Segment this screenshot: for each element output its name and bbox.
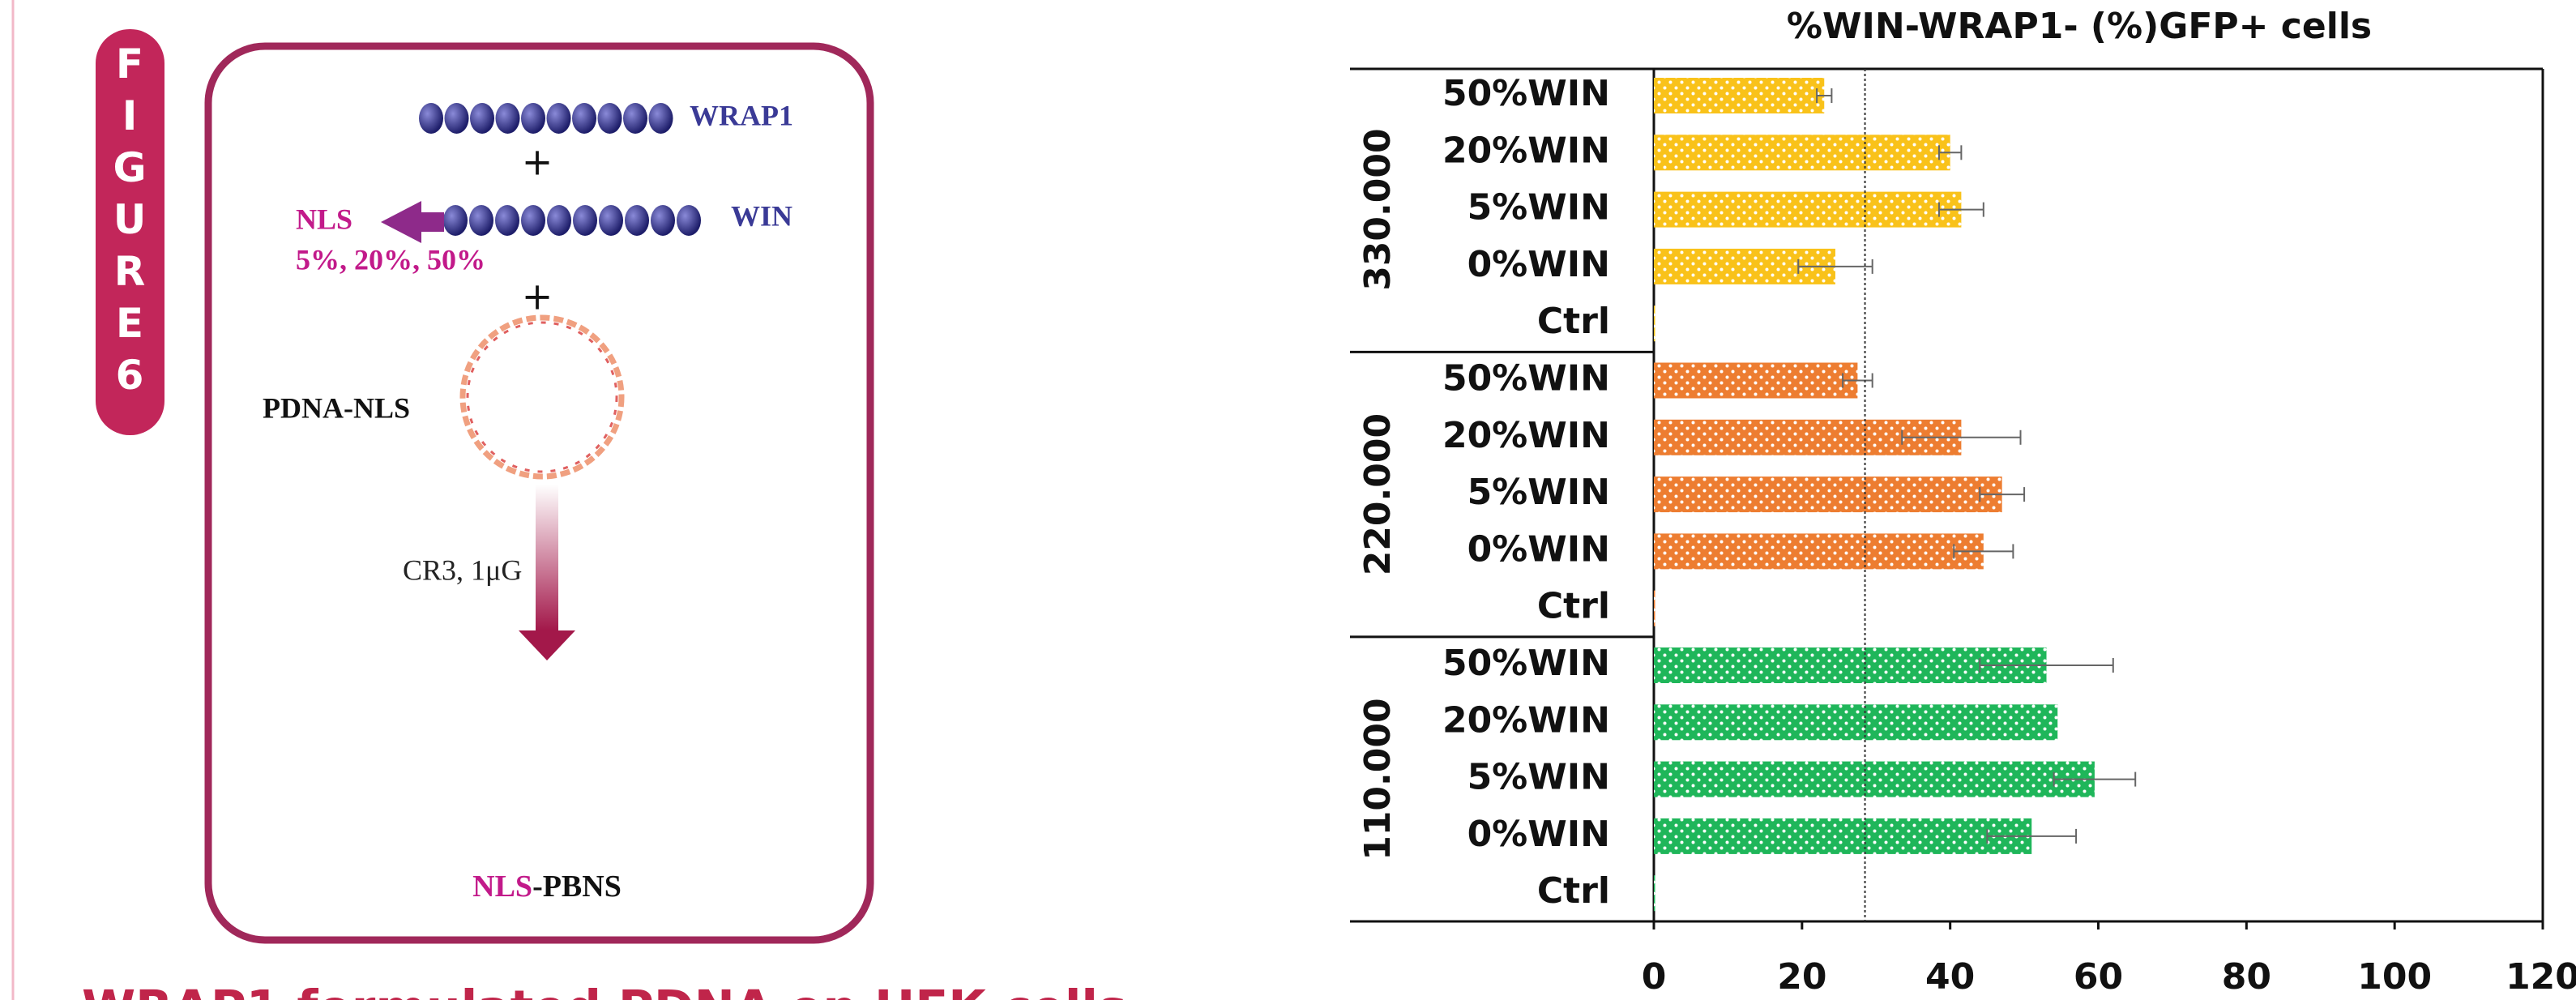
plus: + [522, 275, 553, 318]
x-tick-label: 80 [2222, 956, 2271, 998]
wrap1-label: WRAP1 [690, 99, 793, 131]
product-label: NLS-PBNS [472, 870, 622, 904]
bead [625, 205, 649, 236]
category-label: 20%WIN [1442, 130, 1610, 171]
bead [495, 205, 519, 236]
x-tick-label: 40 [1925, 956, 1975, 998]
bead [443, 205, 468, 236]
bead [521, 103, 545, 134]
bead [547, 205, 571, 236]
bar [1654, 476, 2002, 512]
category-label: 50%WIN [1442, 358, 1610, 400]
category-label: 50%WIN [1442, 643, 1610, 684]
category-label: Ctrl [1537, 301, 1610, 342]
category-label: 0%WIN [1467, 528, 1610, 570]
pdna-label: PDNA-NLS [263, 391, 410, 424]
bead [649, 103, 673, 134]
bead [419, 103, 443, 134]
bar [1654, 192, 1961, 228]
page: FIGURE6 WRAP1 + NLS WIN 5%, 20%, 50% + P… [0, 0, 2576, 1000]
bead [623, 103, 647, 134]
caption: WRAP1 formulated PDNA on HEK cells [82, 981, 1127, 1000]
plus: + [522, 140, 553, 184]
category-label: 0%WIN [1467, 814, 1610, 855]
x-tick-label: 100 [2357, 956, 2432, 998]
chart-title: %WIN-WRAP1- (%)GFP+ cells [1787, 6, 2372, 47]
bead [521, 205, 545, 236]
bead [547, 103, 571, 134]
bead [469, 205, 493, 236]
group-label: 110.000 [1357, 698, 1399, 860]
x-tick-label: 120 [2506, 956, 2576, 998]
bead [445, 103, 469, 134]
bar [1654, 78, 1824, 113]
x-tick-label: 0 [1642, 956, 1667, 998]
bead [572, 103, 596, 134]
bead [470, 103, 494, 134]
category-label: 20%WIN [1442, 415, 1610, 456]
bead [573, 205, 597, 236]
bar [1654, 591, 1655, 626]
process-arrow [536, 485, 558, 630]
bar [1654, 306, 1655, 341]
bar-chart: %WIN-WRAP1- (%)GFP+ cells 0 20 40 60 80 100 120… [1350, 6, 2576, 998]
category-label: Ctrl [1537, 586, 1610, 627]
category-label: 20%WIN [1442, 699, 1610, 741]
category-label: 50%WIN [1442, 73, 1610, 114]
bar [1654, 762, 2095, 797]
category-label: 5%WIN [1467, 187, 1610, 229]
category-label: 5%WIN [1467, 757, 1610, 798]
figure: FIGURE6 WRAP1 + NLS WIN 5%, 20%, 50% + P… [0, 0, 2576, 1000]
category-label: Ctrl [1537, 870, 1610, 912]
bead [677, 205, 701, 236]
group-label: 220.000 [1357, 413, 1399, 575]
nls-label: NLS [296, 203, 352, 235]
bead [598, 103, 622, 134]
category-label: 0%WIN [1467, 244, 1610, 285]
bead [496, 103, 520, 134]
bar [1654, 818, 2031, 854]
group-label: 330.000 [1357, 128, 1399, 290]
x-tick-label: 20 [1777, 956, 1826, 998]
product-prefix: NLS [472, 870, 532, 904]
win-label: WIN [731, 199, 792, 232]
product-suffix: -PBNS [532, 870, 622, 904]
bar [1654, 875, 1655, 911]
category-label: 5%WIN [1467, 472, 1610, 513]
ratios-label: 5%, 20%, 50% [296, 243, 485, 276]
bar [1654, 533, 1984, 569]
condition-label: CR3, 1μG [403, 553, 522, 586]
bar [1654, 363, 1857, 399]
x-tick-label: 60 [2074, 956, 2123, 998]
bar [1654, 135, 1950, 170]
bar [1654, 704, 2057, 740]
bead [651, 205, 675, 236]
bead [599, 205, 623, 236]
